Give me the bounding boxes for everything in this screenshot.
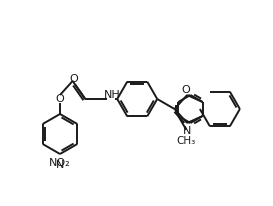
Text: O: O	[182, 85, 191, 95]
Text: CH₃: CH₃	[177, 135, 196, 145]
Text: O: O	[56, 94, 64, 103]
Text: N: N	[183, 125, 191, 135]
Text: N: N	[56, 159, 64, 169]
Text: O: O	[70, 74, 78, 84]
Text: NH: NH	[104, 90, 121, 99]
Text: NO₂: NO₂	[49, 157, 71, 167]
